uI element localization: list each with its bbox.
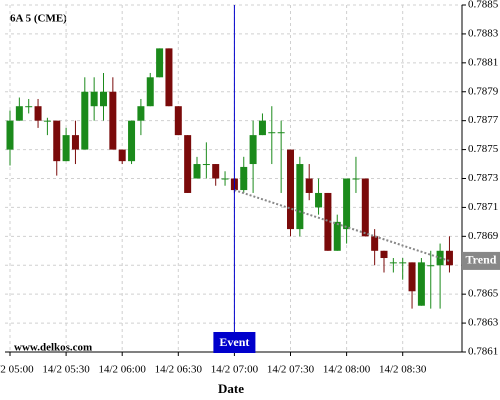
- candle-body: [25, 106, 33, 108]
- candle-body: [417, 262, 425, 306]
- candle-body: [352, 178, 360, 180]
- x-tick-label: 14/2 08:30: [379, 364, 427, 376]
- candle-body: [287, 149, 294, 230]
- x-tick-label: 14/2 08:00: [323, 364, 371, 376]
- candle-body: [240, 166, 248, 191]
- candle-body: [258, 120, 266, 136]
- candle-body: [427, 265, 435, 267]
- candle-body: [277, 132, 285, 134]
- candle-body: [380, 250, 388, 259]
- x-tick-label: 14/2 05:30: [42, 364, 90, 376]
- candle-body: [268, 132, 276, 134]
- candle-body: [137, 106, 145, 121]
- candle-body: [146, 77, 154, 107]
- x-tick-label: 14/2 07:30: [267, 364, 315, 376]
- candle-body: [193, 164, 201, 179]
- candle-body: [174, 106, 182, 136]
- candle-body: [361, 178, 369, 237]
- candle-body: [408, 262, 416, 292]
- candle-body: [43, 120, 51, 122]
- candle-body: [343, 178, 351, 230]
- candle-body: [305, 178, 313, 193]
- y-tick-label: 0.7869: [468, 230, 499, 242]
- trend-line: [234, 189, 450, 262]
- candle-body: [445, 250, 453, 266]
- candle-body: [128, 120, 136, 162]
- y-tick-label: 0.7861: [468, 346, 498, 358]
- candle-body: [371, 236, 379, 251]
- trend-label-box: [462, 251, 500, 270]
- candle-body: [71, 135, 79, 150]
- event-label: Event: [219, 335, 249, 349]
- candle-body: [389, 262, 397, 264]
- candle-body: [221, 178, 229, 180]
- candle-body: [15, 106, 23, 121]
- candle-body: [118, 149, 126, 162]
- candle-body: [100, 91, 107, 107]
- trend-label: Trend: [466, 253, 497, 267]
- y-tick-label: 0.7877: [468, 114, 499, 126]
- candle-body: [6, 120, 14, 150]
- candle-body: [249, 135, 257, 165]
- candle-body: [156, 48, 164, 78]
- chart-title: 6A 5 (CME): [10, 13, 67, 25]
- candle-body: [62, 135, 70, 162]
- y-tick-label: 0.7881: [468, 56, 498, 68]
- candle-body: [109, 91, 117, 150]
- candle-body: [184, 135, 192, 193]
- x-tick-label: 14/2 06:00: [99, 364, 147, 376]
- y-tick-label: 0.7879: [468, 85, 499, 97]
- candle-body: [333, 221, 341, 251]
- y-tick-label: 0.7883: [468, 27, 499, 39]
- candle-body: [212, 164, 220, 179]
- candle-body: [296, 164, 304, 230]
- y-tick-label: 0.7875: [468, 143, 499, 155]
- y-tick-label: 0.7871: [468, 201, 498, 213]
- x-tick-label: 14/2 06:30: [155, 364, 203, 376]
- x-tick-label: 14/2 07:00: [211, 364, 259, 376]
- candle-body: [34, 106, 42, 121]
- x-axis-label: Date: [218, 381, 244, 396]
- candle-body: [90, 91, 98, 107]
- candle-body: [399, 262, 407, 264]
- event-label-box: [213, 332, 256, 353]
- candle-body: [81, 91, 89, 150]
- x-tick-label: 14/2 05:00: [0, 364, 34, 376]
- y-tick-label: 0.7873: [468, 172, 499, 184]
- candle-body: [202, 164, 210, 166]
- y-tick-label: 0.7863: [468, 317, 499, 329]
- candle-body: [165, 48, 173, 107]
- candle-body: [315, 192, 323, 208]
- watermark: www.delkos.com: [14, 342, 92, 354]
- candle-body: [53, 120, 61, 162]
- y-tick-label: 0.7865: [468, 288, 499, 300]
- y-tick-label: 0.7885: [468, 0, 499, 11]
- candle-body: [324, 192, 332, 251]
